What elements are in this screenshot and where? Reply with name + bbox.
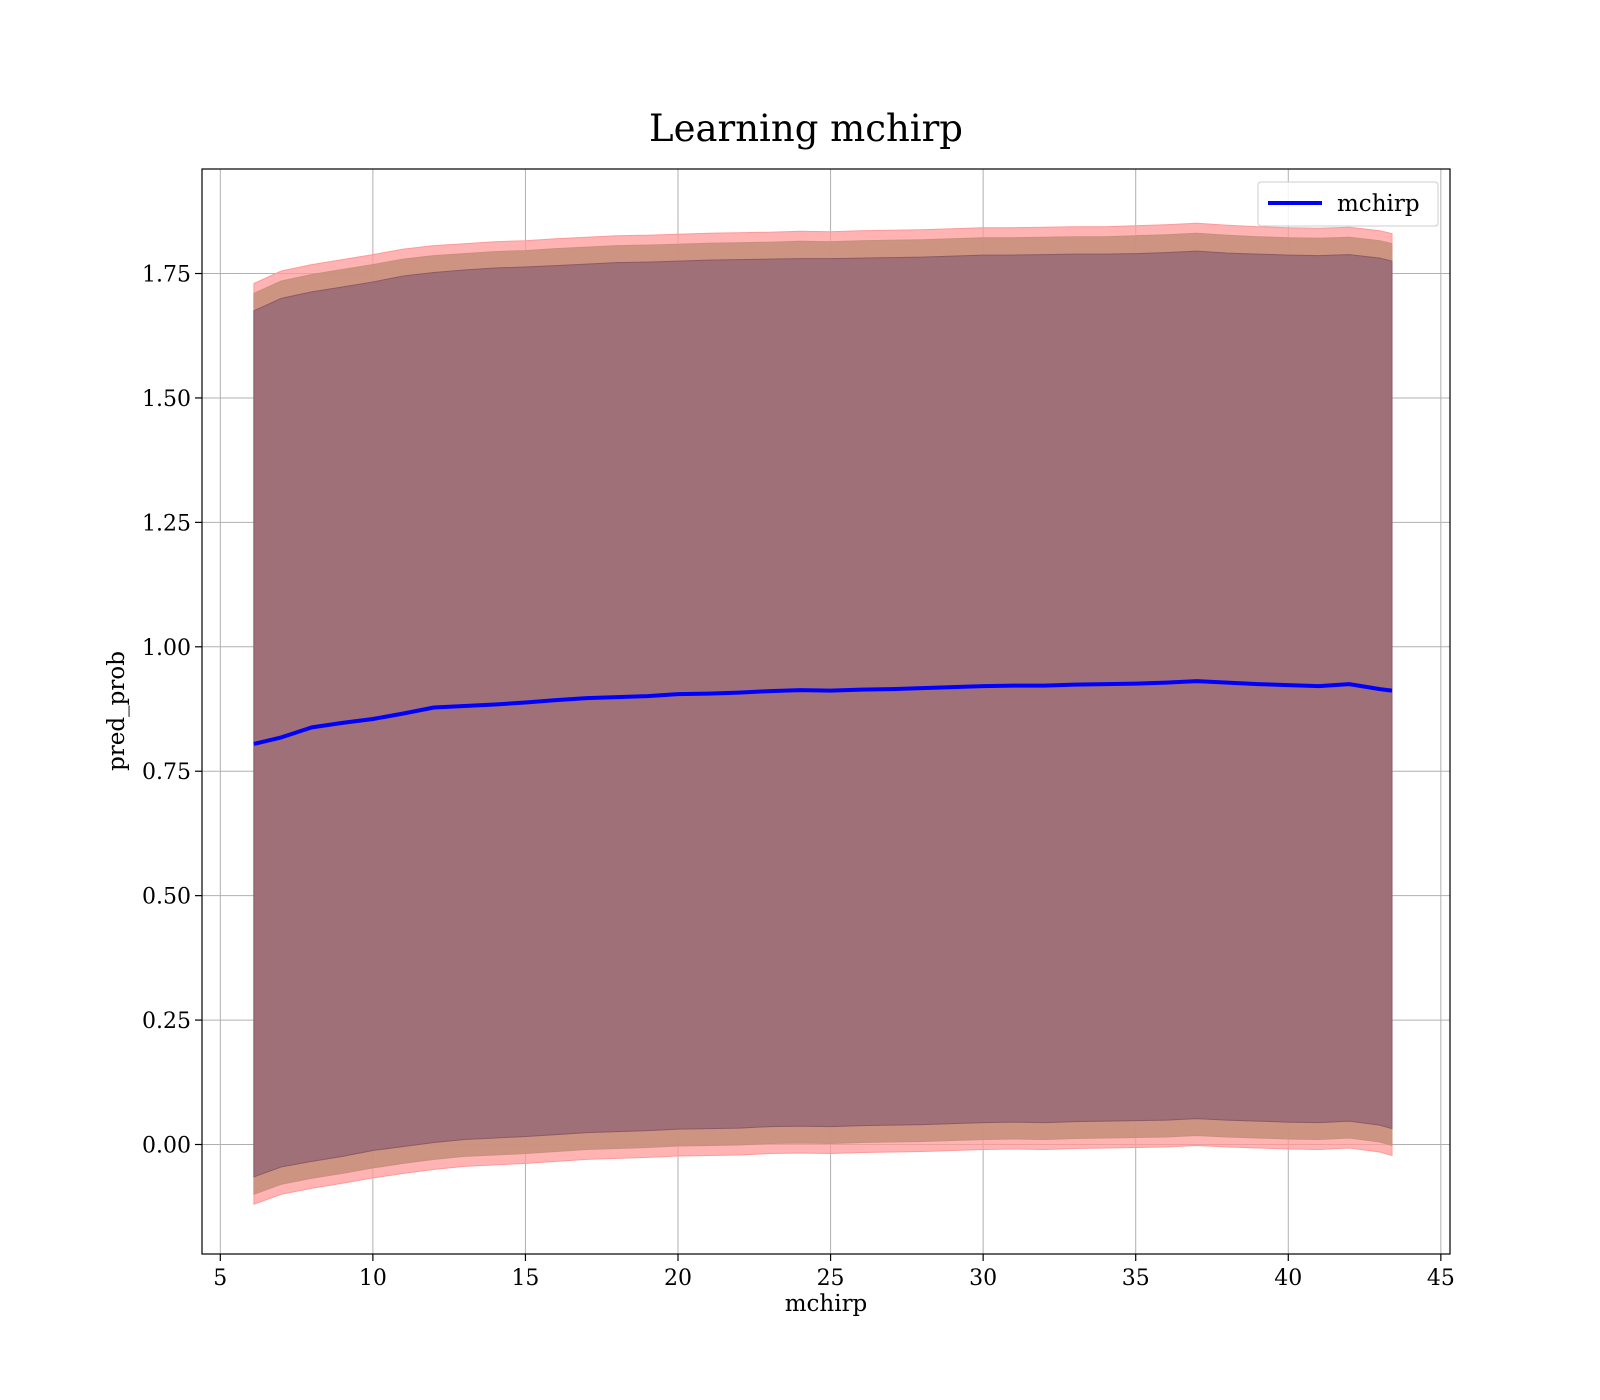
x-tick-label: 30 xyxy=(969,1266,997,1291)
mchirp-line xyxy=(253,679,1393,746)
y-tick-label: 0.75 xyxy=(142,760,191,785)
legend-box xyxy=(1257,181,1439,227)
legend: mchirp xyxy=(1257,181,1439,227)
x-tick-label: 10 xyxy=(359,1266,387,1291)
x-axis-ticks: 5 10 15 20 25 30 35 40 45 xyxy=(213,1254,1455,1291)
x-tick-label: 40 xyxy=(1274,1266,1302,1291)
y-axis-ticks: 0.00 0.25 0.50 0.75 1.00 1.25 1.50 1.75 xyxy=(142,263,202,1159)
y-tick-label: 0.25 xyxy=(142,1009,191,1034)
x-tick-label: 20 xyxy=(664,1266,692,1291)
legend-label: mchirp xyxy=(1337,191,1420,217)
inner-band xyxy=(253,250,1393,1178)
y-tick-label: 0.00 xyxy=(142,1134,191,1159)
y-tick-label: 1.50 xyxy=(142,387,191,412)
y-tick-label: 1.25 xyxy=(142,511,191,536)
plot-frame xyxy=(201,168,1451,1255)
x-tick-label: 25 xyxy=(817,1266,845,1291)
x-tick-label: 45 xyxy=(1427,1266,1455,1291)
series-lines xyxy=(253,679,1393,746)
x-tick-label: 5 xyxy=(213,1266,227,1291)
x-tick-label: 35 xyxy=(1122,1266,1150,1291)
y-axis-label: pred_prob xyxy=(104,651,130,771)
y-tick-label: 0.50 xyxy=(142,885,191,910)
x-axis-label: mchirp xyxy=(785,1291,868,1317)
confidence-bands xyxy=(253,222,1393,1205)
y-tick-label: 1.00 xyxy=(142,636,191,661)
x-tick-label: 15 xyxy=(511,1266,539,1291)
y-tick-label: 1.75 xyxy=(142,263,191,288)
chart-title: Learning mchirp xyxy=(649,107,963,150)
